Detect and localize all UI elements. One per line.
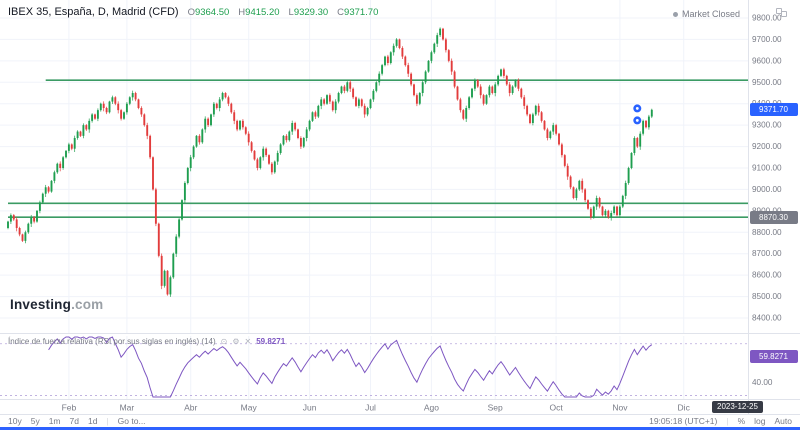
layout-grid-icon[interactable] bbox=[776, 8, 790, 18]
rsi-indicator-header: Índice de fuerza relativa (RSI por sus s… bbox=[8, 337, 285, 346]
trend-lines bbox=[8, 79, 748, 219]
svg-text:8800.00: 8800.00 bbox=[752, 228, 782, 237]
ohlc-open: O9364.50 bbox=[187, 7, 230, 18]
clock-label[interactable]: 19:05:18 (UTC+1) bbox=[649, 416, 718, 426]
svg-text:Ago: Ago bbox=[424, 403, 439, 413]
bottom-accent-bar bbox=[0, 427, 800, 430]
rsi-current-value: 59.8271 bbox=[256, 337, 286, 346]
range-button-1d[interactable]: 1d bbox=[87, 416, 98, 426]
svg-text:40.00: 40.00 bbox=[752, 378, 773, 387]
rsi-title: Índice de fuerza relativa (RSI por sus s… bbox=[8, 337, 216, 346]
event-markers bbox=[632, 103, 643, 126]
svg-text:Nov: Nov bbox=[612, 403, 628, 413]
svg-text:9600.00: 9600.00 bbox=[752, 56, 782, 65]
price-axis-labels: 9800.009700.009600.009500.009400.009300.… bbox=[752, 14, 782, 388]
percent-scale-button[interactable]: % bbox=[737, 416, 746, 426]
gear-icon[interactable]: ⚙ bbox=[232, 337, 240, 346]
investing-logo-brand: Investing bbox=[10, 297, 72, 312]
auto-scale-button[interactable]: Auto bbox=[774, 416, 793, 426]
investing-logo-suffix: .com bbox=[71, 297, 104, 312]
ohlc-high: H9415.20 bbox=[238, 7, 280, 18]
support-line-badge: 8870.30 bbox=[749, 210, 798, 224]
toolbar-divider: | bbox=[106, 416, 109, 426]
svg-text:8500.00: 8500.00 bbox=[752, 292, 782, 301]
rsi-plot bbox=[0, 336, 748, 398]
svg-text:9800.00: 9800.00 bbox=[752, 14, 782, 23]
svg-text:9500.00: 9500.00 bbox=[752, 78, 782, 87]
market-status: Market Closed bbox=[672, 9, 740, 19]
market-status-label: Market Closed bbox=[681, 9, 740, 19]
rsi-value-badge: 59.8271 bbox=[749, 350, 798, 364]
svg-text:May: May bbox=[241, 403, 258, 413]
ohlc-low: L9329.30 bbox=[288, 7, 329, 18]
last-price-badge: 9371.70 bbox=[749, 103, 798, 117]
range-button-1m[interactable]: 1m bbox=[48, 416, 61, 426]
eye-icon[interactable]: ⊙ bbox=[220, 337, 228, 346]
log-scale-button[interactable]: log bbox=[754, 416, 766, 426]
time-axis-labels: Feb Mar Abr May Jun Jul Ago Sep Oct Nov Dic bbox=[62, 403, 691, 413]
ohlc-close: C9371.70 bbox=[337, 7, 379, 18]
range-button-10y[interactable]: 10y bbox=[8, 416, 22, 426]
svg-text:Abr: Abr bbox=[184, 403, 197, 413]
svg-text:9200.00: 9200.00 bbox=[752, 142, 782, 151]
svg-text:8400.00: 8400.00 bbox=[752, 314, 782, 323]
range-button-7d[interactable]: 7d bbox=[69, 416, 79, 426]
gridlines bbox=[0, 0, 748, 399]
market-status-dot bbox=[672, 11, 678, 17]
svg-text:Feb: Feb bbox=[62, 403, 77, 413]
candles bbox=[7, 27, 653, 297]
range-buttons: 10y 5y 1m 7d 1d | Go to... bbox=[8, 416, 146, 426]
svg-text:9700.00: 9700.00 bbox=[752, 35, 782, 44]
pane-separators bbox=[0, 0, 800, 414]
svg-text:Jul: Jul bbox=[365, 403, 376, 413]
svg-text:8600.00: 8600.00 bbox=[752, 271, 782, 280]
svg-text:9000.00: 9000.00 bbox=[752, 185, 782, 194]
symbol-legend: IBEX 35, España, D, Madrid (CFD) O9364.5… bbox=[8, 6, 378, 18]
svg-text:Oct: Oct bbox=[549, 403, 563, 413]
range-button-5y[interactable]: 5y bbox=[30, 416, 40, 426]
goto-button[interactable]: Go to... bbox=[117, 416, 146, 426]
svg-text:Mar: Mar bbox=[120, 403, 135, 413]
svg-text:8700.00: 8700.00 bbox=[752, 249, 782, 258]
svg-text:9100.00: 9100.00 bbox=[752, 164, 782, 173]
symbol-title[interactable]: IBEX 35, España, D, Madrid (CFD) bbox=[8, 6, 179, 18]
investing-logo: Investing.com bbox=[10, 297, 103, 312]
last-date-badge: 2023-12-25 bbox=[712, 401, 763, 413]
svg-text:Dic: Dic bbox=[678, 403, 691, 413]
toolbar-divider-right: | bbox=[726, 416, 729, 426]
bottom-toolbar: 10y 5y 1m 7d 1d | Go to... 19:05:18 (UTC… bbox=[0, 414, 800, 427]
svg-text:9300.00: 9300.00 bbox=[752, 121, 782, 130]
svg-text:Sep: Sep bbox=[488, 403, 503, 413]
scale-controls: 19:05:18 (UTC+1) | % log Auto bbox=[649, 416, 792, 426]
svg-text:Jun: Jun bbox=[303, 403, 317, 413]
close-icon[interactable]: ✕ bbox=[244, 337, 252, 346]
